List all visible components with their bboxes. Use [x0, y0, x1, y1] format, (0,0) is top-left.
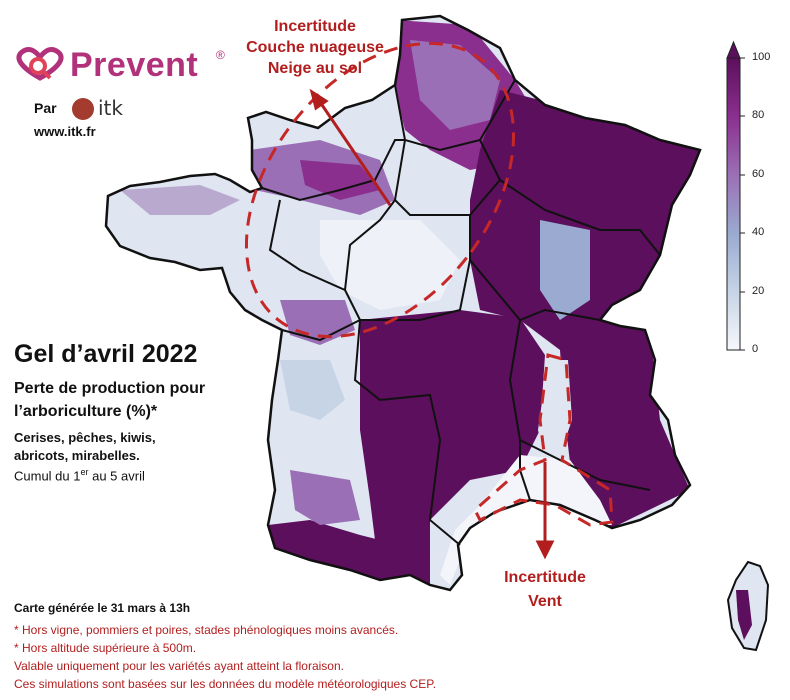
colorbar-tick: 100: [752, 51, 771, 63]
partner-name: itk: [98, 96, 123, 120]
subtitle-line1: Perte de production pour: [14, 380, 206, 397]
annotation-south: Incertitude Vent: [480, 566, 610, 614]
colorbar-tick: 40: [752, 226, 765, 238]
cumul-prefix: Cumul du 1: [14, 468, 81, 484]
website: www.itk.fr: [34, 124, 96, 139]
logo-text: Prevent: [70, 46, 199, 84]
annotation-arrows: [309, 88, 555, 560]
annotation-north-line1: Incertitude: [274, 18, 356, 35]
prevent-logo-mark: [16, 47, 64, 81]
crops-line2: abricots, mirabelles.: [14, 448, 140, 463]
cumul-superscript: er: [80, 467, 89, 477]
footnote-2: * Hors altitude supérieure à 500m.: [14, 641, 197, 655]
annotation-south-line2: Vent: [528, 593, 562, 610]
corsica-map: [726, 560, 770, 652]
footnote-3: Valable uniquement pour les variétés aya…: [14, 659, 344, 673]
annotation-south-line1: Incertitude: [504, 569, 586, 586]
logo-registered-mark: ®: [216, 48, 225, 62]
page-title: Gel d’avril 2022: [14, 340, 198, 368]
colorbar-tick: 0: [752, 343, 759, 355]
footnote-4: Ces simulations sont basées sur les donn…: [14, 677, 437, 691]
par-label: Par: [34, 100, 57, 116]
annotation-north-line2: Couche nuageuse: [246, 39, 384, 56]
colorbar: [726, 40, 745, 351]
cumul-suffix: au 5 avril: [88, 468, 145, 484]
colorbar-tick: 60: [752, 168, 765, 180]
annotation-north-line3: Neige au sol: [267, 60, 363, 77]
itk-leaf-icon: [72, 98, 94, 120]
annotation-north: Incertitude Couche nuageuse Neige au sol: [230, 16, 400, 79]
generated-date: Carte générée le 31 mars à 13h: [14, 601, 191, 615]
colorbar-tick: 80: [752, 109, 765, 121]
colorbar-tick: 20: [752, 285, 765, 297]
period-caption: Cumul du 1er au 5 avril: [14, 467, 145, 483]
crops-line1: Cerises, pêches, kiwis,: [14, 430, 156, 445]
subtitle-line2: l’arboriculture (%)*: [14, 403, 158, 420]
footnote-1: * Hors vigne, pommiers et poires, stades…: [14, 623, 399, 637]
